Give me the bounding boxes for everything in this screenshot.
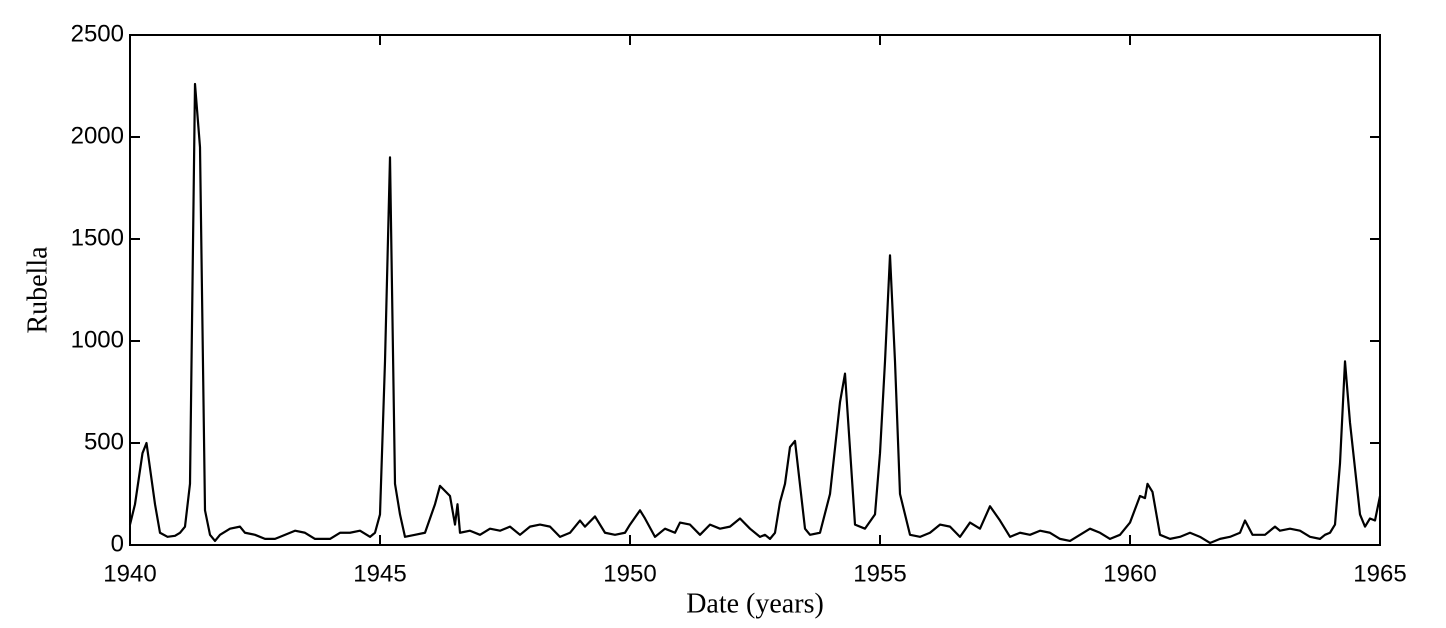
x-tick-label: 1945 [353,560,406,587]
x-tick-label: 1950 [603,560,656,587]
y-tick-label: 500 [84,428,124,455]
x-axis-label: Date (years) [686,588,824,619]
y-tick-label: 0 [111,530,124,557]
y-tick-label: 1000 [71,326,124,353]
y-axis-label: Rubella [22,246,53,334]
y-tick-label: 2000 [71,122,124,149]
data-line [128,82,1382,545]
x-tick-label: 1965 [1353,560,1406,587]
x-tick-label: 1940 [103,560,156,587]
y-tick-label: 1500 [71,224,124,251]
y-tick-label: 2500 [71,20,124,47]
x-tick-label: 1960 [1103,560,1156,587]
x-tick-label: 1955 [853,560,906,587]
plot-frame [129,34,1381,546]
